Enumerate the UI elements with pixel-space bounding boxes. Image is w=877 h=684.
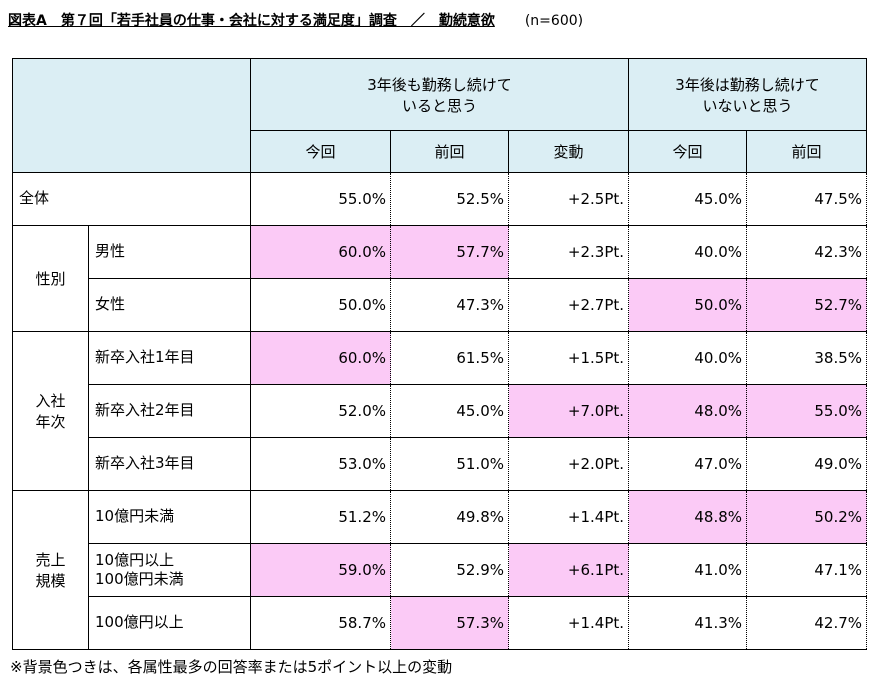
value-cell: 50.0%	[628, 278, 748, 332]
value-cell: +1.4Pt.	[507, 596, 630, 650]
header-row: 3年後も勤務し続けて いると思う 3年後は勤務し続けて いないと思う	[12, 58, 868, 173]
table-row: 性別 男性 60.0% 57.7% +2.3Pt. 40.0% 42.3%	[12, 225, 868, 332]
value-cell: 47.1%	[746, 543, 868, 597]
value-cell: 49.0%	[746, 437, 868, 491]
column-header: 前回	[746, 130, 868, 173]
column-header: 前回	[390, 130, 509, 173]
value-cell: +2.5Pt.	[507, 172, 630, 226]
row-label: 10億円未満	[88, 490, 251, 544]
header-row: 今回 前回 変動 今回 前回	[13, 130, 868, 173]
value-cell: 51.0%	[390, 437, 509, 491]
value-cell: +7.0Pt.	[507, 384, 630, 438]
row-label: 新卒入社2年目	[88, 384, 251, 438]
table-row: 全体 55.0% 52.5% +2.5Pt. 45.0% 47.5%	[12, 172, 868, 226]
corner-cell	[12, 58, 251, 173]
value-cell: 41.3%	[628, 596, 748, 650]
value-cell: +2.0Pt.	[507, 437, 630, 491]
value-cell: 52.5%	[390, 172, 509, 226]
column-group: 3年後は勤務し続けて いないと思う	[628, 58, 868, 131]
row-group: 性別	[12, 225, 89, 332]
value-cell: 50.0%	[250, 278, 391, 332]
value-cell: 58.7%	[250, 596, 391, 650]
value-cell: 48.8%	[628, 490, 748, 544]
title: 図表A 第７回「若手社員の仕事・会社に対する満足度」調査 ／ 勤続意欲	[8, 13, 495, 29]
value-cell: 47.0%	[628, 437, 748, 491]
value-cell: 47.5%	[746, 172, 868, 226]
value-cell: 52.7%	[746, 278, 868, 332]
value-cell: 52.0%	[250, 384, 391, 438]
table-row: 売上 規模 10億円未満 51.2% 49.8% +1.4Pt. 48.8% 50.2%	[12, 490, 868, 650]
title-bar: 図表A 第７回「若手社員の仕事・会社に対する満足度」調査 ／ 勤続意欲 (n=60…	[8, 10, 583, 30]
footnote: ※背景色つきは、各属性最多の回答率または5ポイント以上の変動	[10, 658, 453, 676]
value-cell: 60.0%	[250, 225, 391, 279]
sample-size: (n=600)	[524, 13, 584, 29]
value-cell: 49.8%	[390, 490, 509, 544]
column-header: 今回	[250, 130, 391, 173]
value-cell: 59.0%	[250, 543, 391, 597]
table: 3年後も勤務し続けて いると思う 3年後は勤務し続けて いないと思う 今回 前回 変動今…	[12, 58, 868, 650]
column-header: 今回	[628, 130, 748, 173]
table-row: 入社 年次 新卒入社1年目 60.0% 61.5% +1.5Pt. 40.0% 38.5%	[12, 331, 868, 491]
value-cell: 42.3%	[746, 225, 868, 279]
table-row: 新卒入社3年目 53.0% 51.0% +2.0Pt. 47.0% 49.0%	[13, 437, 868, 491]
row-label: 100億円以上	[88, 596, 251, 650]
row-label: 新卒入社1年目	[88, 331, 251, 385]
value-cell: 53.0%	[250, 437, 391, 491]
value-cell: 50.2%	[746, 490, 868, 544]
value-cell: 51.2%	[250, 490, 391, 544]
value-cell: 41.0%	[628, 543, 748, 597]
row-label: 全体	[12, 172, 251, 226]
value-cell: 45.0%	[628, 172, 748, 226]
value-cell: 57.3%	[390, 596, 509, 650]
value-cell: 55.0%	[250, 172, 391, 226]
value-cell: 52.9%	[390, 543, 509, 597]
value-cell: 55.0%	[746, 384, 868, 438]
row-label: 10億円以上 100億円未満	[88, 543, 251, 597]
row-label: 男性	[88, 225, 251, 279]
table-row: 10億円以上 100億円未満 59.0% 52.9% +6.1Pt. 41.0% 47.1…	[13, 543, 868, 597]
value-cell: 38.5%	[746, 331, 868, 385]
value-cell: 40.0%	[628, 331, 748, 385]
value-cell: +1.5Pt.	[507, 331, 630, 385]
value-cell: 42.7%	[746, 596, 868, 650]
table-row: 新卒入社2年目 52.0% 45.0% +7.0Pt. 48.0% 55.0%	[13, 384, 868, 438]
value-cell: 47.3%	[390, 278, 509, 332]
row-label: 新卒入社3年目	[88, 437, 251, 491]
table-row: 女性 50.0% 47.3% +2.7Pt. 50.0% 52.7%	[13, 278, 868, 332]
row-group: 入社 年次	[12, 331, 89, 491]
row-group: 売上 規模	[12, 490, 89, 650]
value-cell: 61.5%	[390, 331, 509, 385]
value-cell: 60.0%	[250, 331, 391, 385]
value-cell: +1.4Pt.	[507, 490, 630, 544]
value-cell: 57.7%	[390, 225, 509, 279]
value-cell: 40.0%	[628, 225, 748, 279]
table-row: 100億円以上 58.7% 57.3% +1.4Pt. 41.3% 42.7%	[13, 596, 868, 650]
column-header: 変動	[507, 130, 630, 173]
value-cell: 48.0%	[628, 384, 748, 438]
column-group: 3年後も勤務し続けて いると思う	[249, 58, 630, 131]
value-cell: +2.3Pt.	[507, 225, 630, 279]
value-cell: +6.1Pt.	[507, 543, 630, 597]
value-cell: 45.0%	[390, 384, 509, 438]
value-cell: +2.7Pt.	[507, 278, 630, 332]
row-label: 女性	[88, 278, 251, 332]
